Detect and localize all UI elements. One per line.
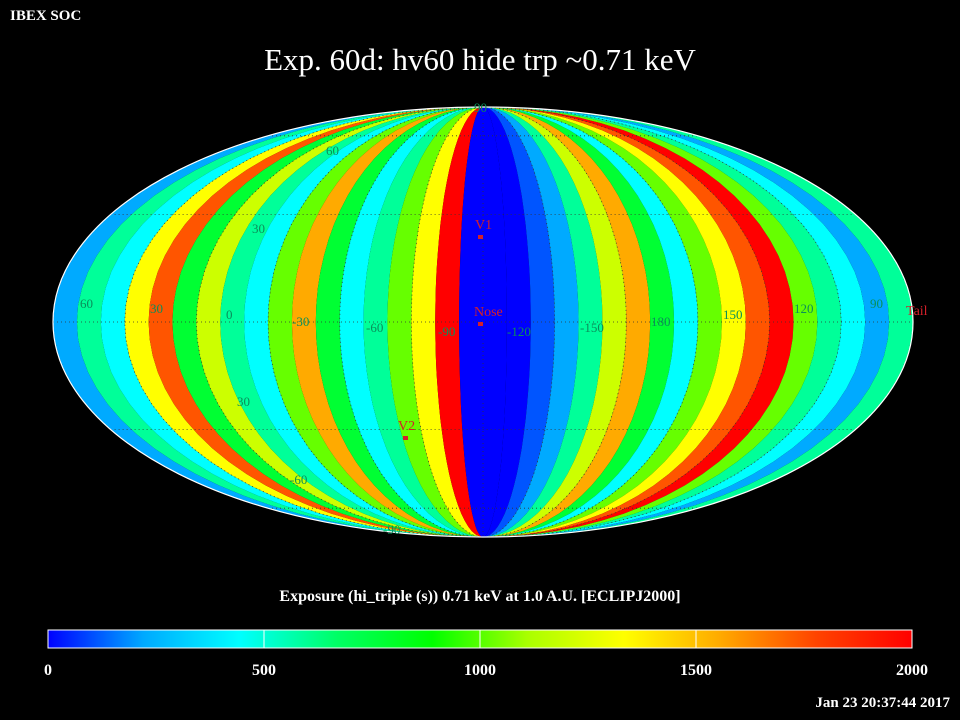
lon-label: -150 <box>580 320 604 335</box>
colorbar-tick-label: 1000 <box>464 662 496 679</box>
nose-marker <box>478 322 483 326</box>
lat-label: -90 <box>383 522 400 537</box>
lat-label: 90 <box>474 100 487 115</box>
exposure-stripe <box>483 107 651 537</box>
grid-meridian <box>482 107 627 537</box>
exposure-stripe <box>363 107 483 537</box>
v1-marker <box>478 235 483 239</box>
lon-label: -30 <box>292 314 309 329</box>
lon-label: 60 <box>80 296 93 311</box>
lon-label: 120 <box>794 301 814 316</box>
timestamp: Jan 23 20:37:44 2017 <box>815 695 950 711</box>
lon-label: -60 <box>366 320 383 335</box>
grid-meridian <box>267 107 484 537</box>
grid-meridian <box>195 107 484 537</box>
lon-label: 180 <box>651 314 671 329</box>
grid-meridian <box>410 107 484 537</box>
exposure-stripe <box>483 107 507 537</box>
exposure-stripe <box>459 107 483 537</box>
lat-label: 30 <box>252 221 265 236</box>
v2-label: V2 <box>398 419 415 434</box>
colorbar-tick-label: 0 <box>44 662 52 679</box>
colorbar-tick-label: 500 <box>252 662 276 679</box>
lon-label: 30 <box>150 301 163 316</box>
sky-map: 60 30 30 -60 -90 90 60 30 0 -30 -60 -90 … <box>52 100 928 538</box>
exposure-stripe <box>483 107 555 537</box>
tail-label: Tail <box>906 304 928 319</box>
lat-label: -60 <box>290 472 307 487</box>
v2-marker <box>403 436 408 440</box>
org-label: IBEX SOC <box>10 8 82 24</box>
grid-meridian <box>124 107 484 537</box>
lon-label: -120 <box>507 324 531 339</box>
colorbar-ticks: 0 500 1000 1500 2000 <box>44 630 928 679</box>
v1-label: V1 <box>475 218 492 233</box>
colorbar-tick-label: 2000 <box>896 662 928 679</box>
lon-label: 90 <box>870 296 883 311</box>
exposure-stripe <box>411 107 483 537</box>
lat-label: 60 <box>326 143 339 158</box>
colorbar-tick-label: 1500 <box>680 662 712 679</box>
lon-label: 0 <box>226 307 233 322</box>
colorbar-label: Exposure (hi_triple (s)) 0.71 keV at 1.0… <box>279 588 681 605</box>
lat-label: 30 <box>237 394 250 409</box>
grid-meridian <box>339 107 484 537</box>
map-title: Exp. 60d: hv60 hide trp ~0.71 keV <box>264 42 696 77</box>
grid-meridian <box>482 107 842 537</box>
exposure-stripe <box>315 107 483 537</box>
exposure-stripe <box>483 107 627 537</box>
lon-label: -90 <box>438 324 455 339</box>
nose-label: Nose <box>474 305 503 320</box>
exposure-stripe <box>483 107 603 537</box>
colorbar: 0 500 1000 1500 2000 <box>44 629 928 679</box>
lon-label: 150 <box>723 307 743 322</box>
map-border <box>52 106 914 538</box>
grid-meridian <box>482 107 771 537</box>
grid-meridian <box>482 107 699 537</box>
grid-meridian <box>482 107 556 537</box>
coordinate-grid <box>53 107 913 537</box>
